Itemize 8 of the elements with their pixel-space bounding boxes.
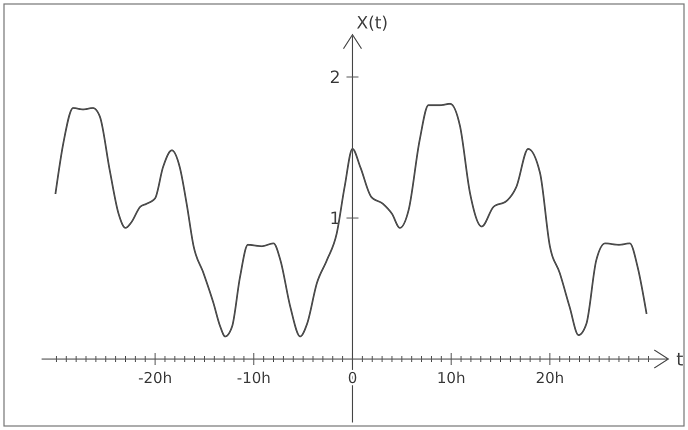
y-tick-label: 1 <box>330 208 340 229</box>
x-axis-title: t <box>676 349 684 370</box>
x-tick-label: 20h <box>536 369 564 388</box>
y-tick-label: 2 <box>330 68 340 88</box>
x-tick-label: -10h <box>236 369 271 388</box>
x-tick-label: 10h <box>436 369 466 388</box>
y-axis-title: X(t) <box>356 14 388 34</box>
x-tick-label: -20h <box>138 369 172 388</box>
